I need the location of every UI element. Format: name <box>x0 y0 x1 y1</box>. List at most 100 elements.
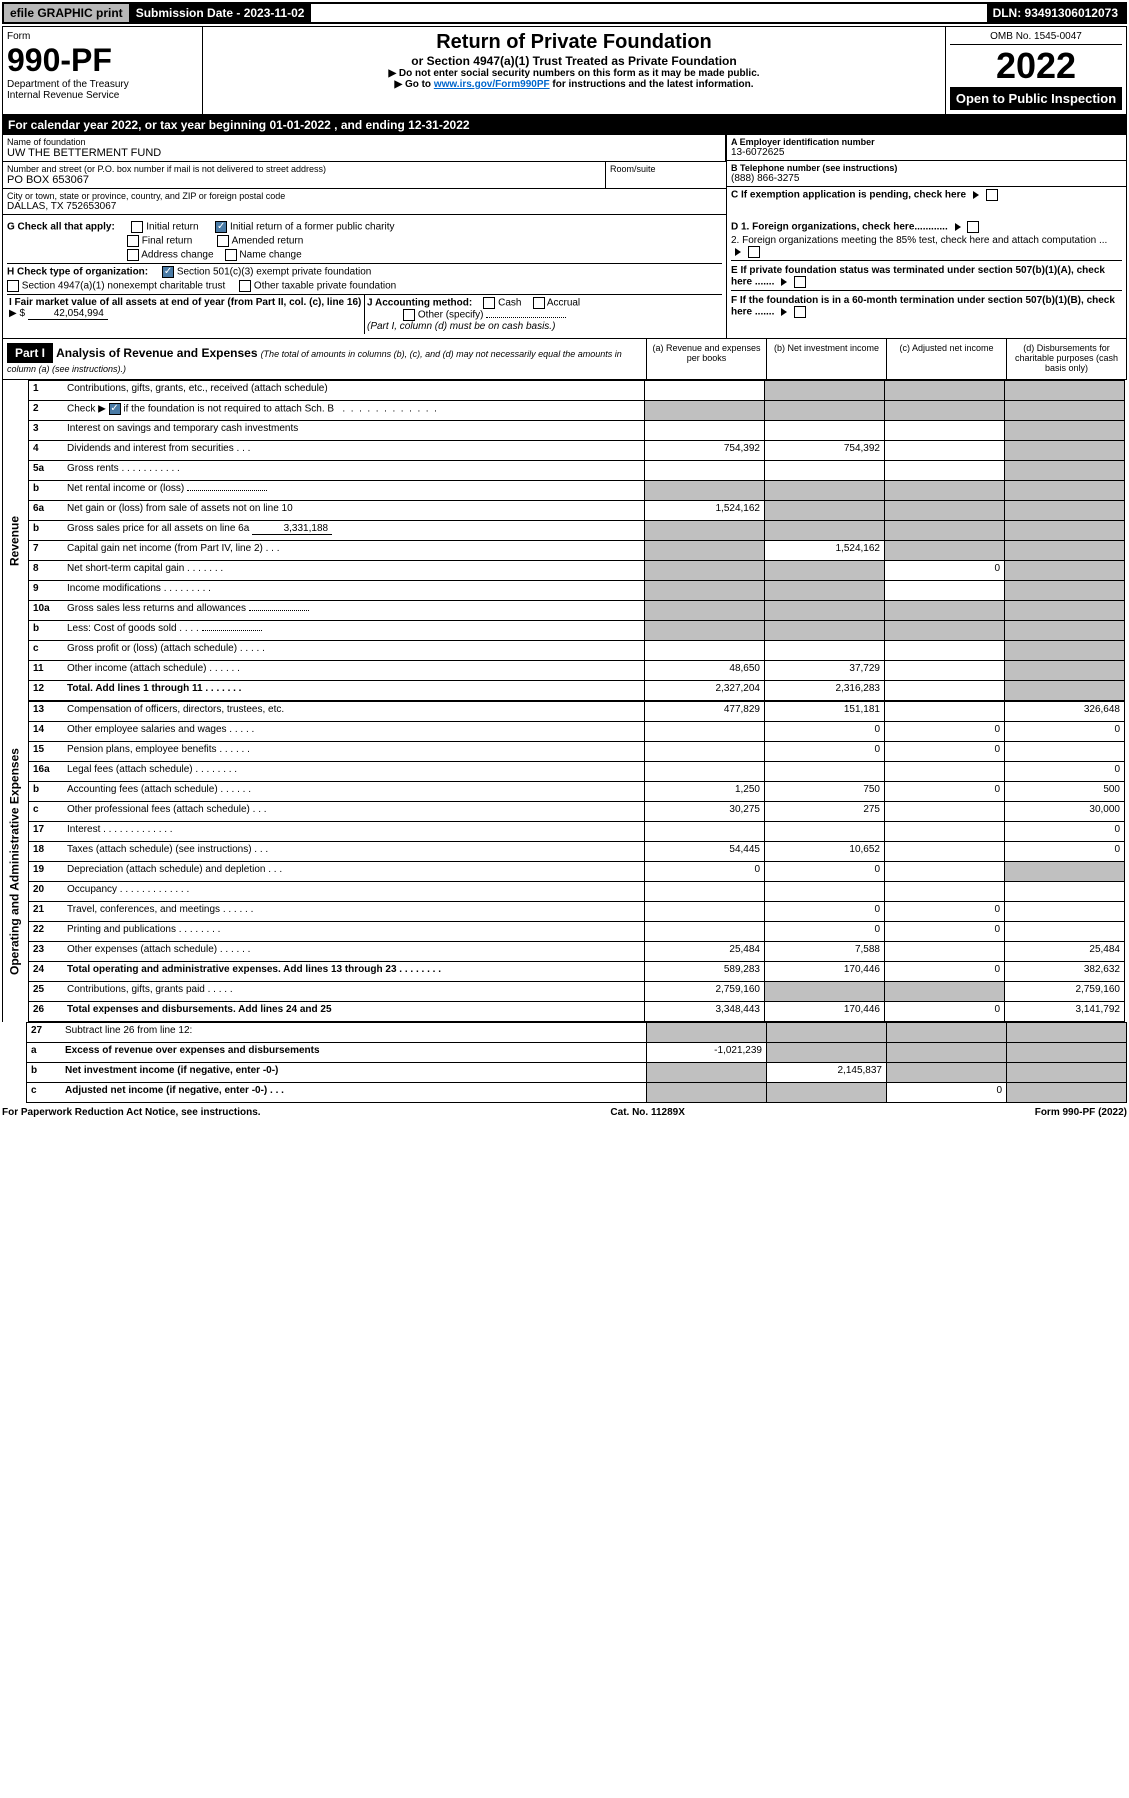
val-d <box>1004 381 1124 400</box>
form-header: Form 990-PF Department of the Treasury I… <box>2 26 1127 115</box>
d1-checkbox[interactable] <box>967 221 979 233</box>
val-c <box>884 501 1004 520</box>
phone-value: (888) 866-3275 <box>731 173 1122 184</box>
e-checkbox[interactable] <box>794 276 806 288</box>
accrual-checkbox[interactable] <box>533 297 545 309</box>
open-public-label: Open to Public Inspection <box>950 87 1122 110</box>
cash-basis-note: (Part I, column (d) must be on cash basi… <box>367 321 555 332</box>
val-d <box>1004 862 1124 881</box>
val-d <box>1004 681 1124 700</box>
arrow-icon <box>973 191 979 199</box>
line-num: 7 <box>29 541 63 560</box>
val-c <box>884 621 1004 640</box>
other-method-checkbox[interactable] <box>403 309 415 321</box>
foundation-address: PO BOX 653067 <box>7 174 601 186</box>
irs-link[interactable]: www.irs.gov/Form990PF <box>434 79 550 90</box>
val-a <box>644 902 764 921</box>
name-change-checkbox[interactable] <box>225 249 237 261</box>
val-c <box>884 802 1004 821</box>
val-c <box>884 421 1004 440</box>
val-a: 25,484 <box>644 942 764 961</box>
line-num: 3 <box>29 421 63 440</box>
city-label: City or town, state or province, country… <box>7 191 722 201</box>
val-b: 170,446 <box>764 962 884 981</box>
foundation-info: Name of foundation UW THE BETTERMENT FUN… <box>2 135 1127 215</box>
d2-checkbox[interactable] <box>748 246 760 258</box>
line-6b: b Gross sales price for all assets on li… <box>29 520 1124 540</box>
dotted-line <box>187 490 267 491</box>
line-num: 17 <box>29 822 63 841</box>
line-desc: Gross sales less returns and allowances <box>63 601 644 620</box>
line-num: b <box>29 481 63 500</box>
amended-checkbox[interactable] <box>217 235 229 247</box>
other-taxable-checkbox[interactable] <box>239 280 251 292</box>
4947-checkbox[interactable] <box>7 280 19 292</box>
line-14: 14 Other employee salaries and wages . .… <box>29 721 1124 741</box>
val-b <box>764 581 884 600</box>
line-desc: Check ▶ if the foundation is not require… <box>63 401 644 420</box>
501c3-checkbox[interactable] <box>162 266 174 278</box>
address-change-checkbox[interactable] <box>127 249 139 261</box>
line-num: 15 <box>29 742 63 761</box>
line-desc: Printing and publications . . . . . . . … <box>63 922 644 941</box>
line-num: 10a <box>29 601 63 620</box>
part1-header-row: Part I Analysis of Revenue and Expenses … <box>2 339 1127 380</box>
line-num: 22 <box>29 922 63 941</box>
initial-former-checkbox[interactable] <box>215 221 227 233</box>
amended-label: Amended return <box>232 236 304 247</box>
line-desc: Taxes (attach schedule) (see instruction… <box>63 842 644 861</box>
val-c <box>884 581 1004 600</box>
line-10c: c Gross profit or (loss) (attach schedul… <box>29 640 1124 660</box>
val-d <box>1006 1083 1126 1102</box>
desc-text: Gross sales less returns and allowances <box>67 603 246 614</box>
line-num: 27 <box>27 1023 61 1042</box>
val-a <box>644 481 764 500</box>
val-a <box>644 762 764 781</box>
final-return-checkbox[interactable] <box>127 235 139 247</box>
line-num: 12 <box>29 681 63 700</box>
line-num: b <box>29 621 63 640</box>
val-b: 275 <box>764 802 884 821</box>
val-d <box>1004 621 1124 640</box>
form-footer-label: Form 990-PF (2022) <box>1035 1107 1127 1118</box>
name-label: Name of foundation <box>7 137 721 147</box>
line-11: 11 Other income (attach schedule) . . . … <box>29 660 1124 680</box>
fmv-value: 42,054,994 <box>28 308 108 320</box>
line-num: 21 <box>29 902 63 921</box>
efile-print-button[interactable]: efile GRAPHIC print <box>4 4 130 22</box>
line-3: 3 Interest on savings and temporary cash… <box>29 420 1124 440</box>
val-d <box>1004 922 1124 941</box>
val-d <box>1004 902 1124 921</box>
val-a <box>644 381 764 400</box>
line-desc: Gross sales price for all assets on line… <box>63 521 644 540</box>
line-2: 2 Check ▶ if the foundation is not requi… <box>29 400 1124 420</box>
ein-label: A Employer identification number <box>731 137 1122 147</box>
val-a: 3,348,443 <box>644 1002 764 1021</box>
val-b: 1,524,162 <box>764 541 884 560</box>
line-desc: Occupancy . . . . . . . . . . . . . <box>63 882 644 901</box>
val-b: 750 <box>764 782 884 801</box>
line-num: 11 <box>29 661 63 680</box>
initial-return-checkbox[interactable] <box>131 221 143 233</box>
initial-former-label: Initial return of a former public charit… <box>230 222 395 233</box>
f-checkbox[interactable] <box>794 306 806 318</box>
val-d <box>1004 501 1124 520</box>
line-desc: Compensation of officers, directors, tru… <box>63 702 644 721</box>
exemption-checkbox[interactable] <box>986 189 998 201</box>
line-num: 6a <box>29 501 63 520</box>
val-c <box>884 681 1004 700</box>
goto-prefix: ▶ Go to <box>394 79 431 90</box>
line-desc: Legal fees (attach schedule) . . . . . .… <box>63 762 644 781</box>
line-desc: Other employee salaries and wages . . . … <box>63 722 644 741</box>
val-a <box>644 401 764 420</box>
val-a <box>644 461 764 480</box>
schb-checkbox[interactable] <box>109 403 121 415</box>
val-b: 7,588 <box>764 942 884 961</box>
cash-checkbox[interactable] <box>483 297 495 309</box>
line-num: 8 <box>29 561 63 580</box>
val-a <box>644 601 764 620</box>
val-d <box>1004 441 1124 460</box>
line-num: b <box>29 782 63 801</box>
line-desc: Less: Cost of goods sold . . . . <box>63 621 644 640</box>
line-num: 24 <box>29 962 63 981</box>
